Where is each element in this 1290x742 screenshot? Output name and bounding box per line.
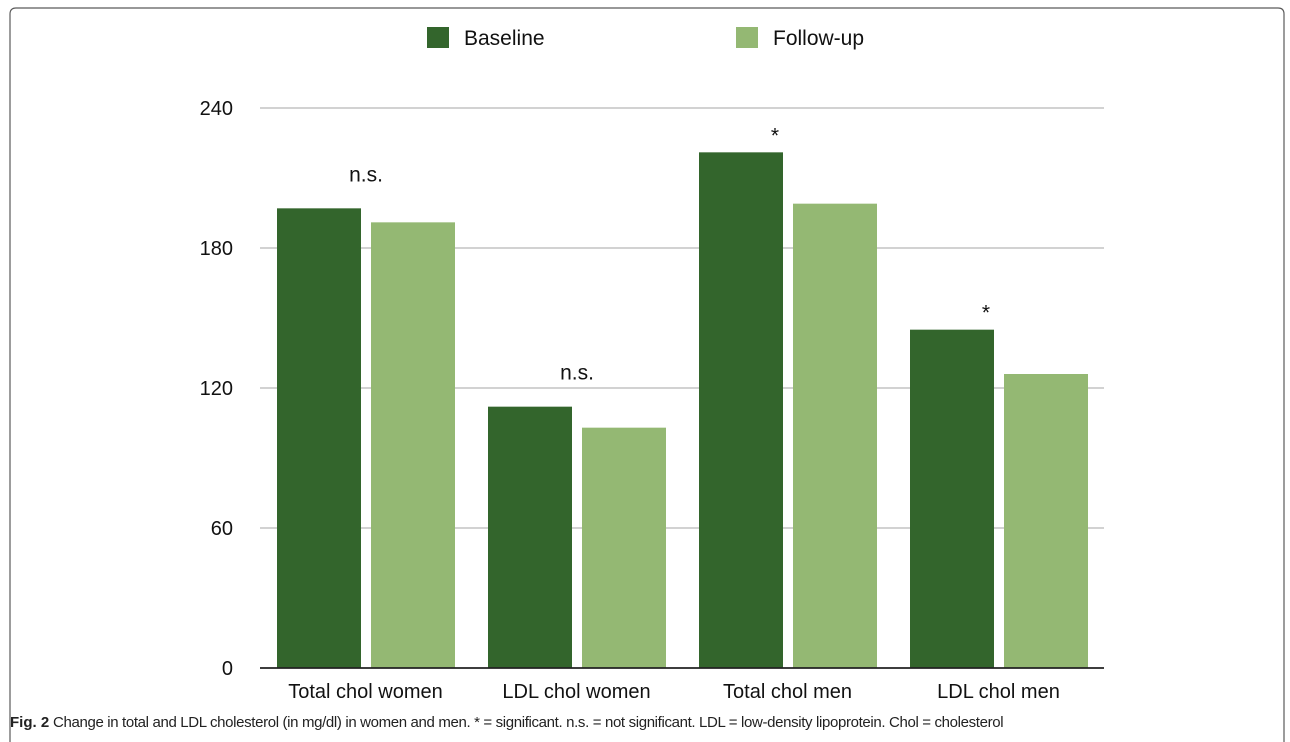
y-tick-label: 0 (222, 658, 233, 680)
bars (277, 152, 1088, 669)
legend-swatch (736, 27, 758, 48)
figure-label: Fig. 2 (10, 714, 50, 731)
legend: Baseline Follow-up (427, 27, 864, 50)
legend-swatch (427, 27, 449, 48)
x-tick-label: Total chol women (288, 681, 443, 703)
figure-caption: Fig. 2 Change in total and LDL cholester… (10, 713, 1285, 733)
frame-border (9, 7, 1285, 742)
x-tick-label: LDL chol men (937, 681, 1060, 703)
bar (582, 427, 666, 668)
bar (910, 329, 994, 668)
bar (1004, 374, 1088, 668)
y-tick-label: 60 (211, 518, 233, 540)
legend-label: Follow-up (773, 27, 864, 50)
figure-caption-text: Change in total and LDL cholesterol (in … (53, 714, 1004, 731)
significance-annotation: * (771, 124, 779, 147)
significance-annotation: n.s. (349, 163, 383, 186)
y-tick-label: 240 (200, 98, 233, 120)
axes: 0 60 120 180 240 Total chol women n.s. LDL chol… (200, 98, 1104, 703)
bar (277, 208, 361, 669)
bar (793, 203, 877, 668)
bar (371, 222, 455, 669)
x-tick-label: Total chol men (723, 681, 852, 703)
x-tick-label: LDL chol women (502, 681, 650, 703)
bar (488, 406, 572, 668)
y-tick-label: 120 (200, 378, 233, 400)
y-tick-label: 180 (200, 238, 233, 260)
bar (699, 152, 783, 669)
significance-annotation: * (982, 302, 990, 325)
legend-label: Baseline (464, 27, 545, 50)
significance-annotation: n.s. (560, 362, 594, 385)
